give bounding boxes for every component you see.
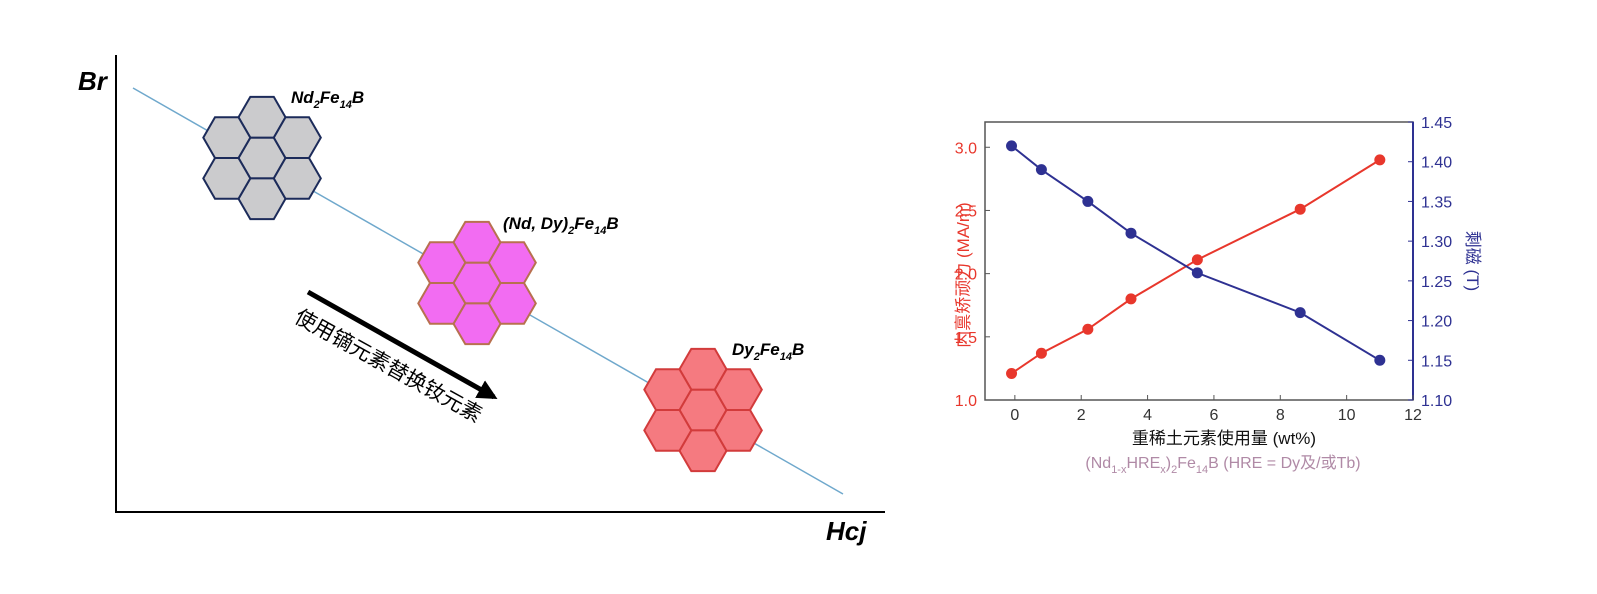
x-tick-label: 6 [1209,407,1218,424]
label-part: 14 [594,225,606,237]
series-line [1010,159,1381,375]
point [1294,307,1306,319]
point [1125,227,1137,239]
hexagon [417,282,467,325]
label-part: 2 [753,351,760,363]
label-part: 1-x [1111,464,1127,476]
label-part: Dy [732,340,755,359]
y-tick-label: 2.0 [955,267,977,284]
label-part: x [1160,464,1166,476]
label-part: 14 [780,351,792,363]
label-part: ) [1166,455,1171,472]
x-axis-label: 重稀土元素使用量 (wt%) [1132,428,1316,448]
label-part: (Nd [1085,455,1111,472]
point [1006,367,1018,379]
y-tick-label: 1.0 [955,393,977,410]
point [1374,354,1386,366]
hexagon [272,157,322,200]
series-line [1010,145,1381,362]
point [1006,140,1018,152]
phase-label: Nd2Fe14B [291,88,364,111]
phase-label: (Nd, Dy)2Fe14B [503,214,619,237]
y2-tick-label: 1.15 [1421,353,1452,370]
x-tick-label: 4 [1143,407,1152,424]
y2-tick-label: 1.40 [1421,155,1452,172]
y2-axis-label: 剩磁 (T) [1463,231,1482,291]
label-part: Nd [291,88,314,107]
y2-tick-label: 1.25 [1421,274,1452,291]
hexagon [272,116,322,159]
point [1374,154,1386,166]
y2-tick-label: 1.45 [1421,115,1452,132]
label-part: Fe [760,340,780,359]
hexagon [643,409,693,452]
axis-label: Hcj [826,516,867,546]
hexagon [487,282,537,325]
y2-tick-label: 1.35 [1421,194,1452,211]
axis-label: Br [78,66,109,96]
hexagon [487,241,537,284]
point [1035,164,1047,176]
label-part: 2 [567,225,574,237]
label-part: Fe [574,214,594,233]
y-axis-label: 内禀矫顽力 (MA/m) [953,202,973,347]
y-tick-label: 1.5 [955,330,977,347]
x-tick-label: 8 [1276,407,1285,424]
point [1191,254,1203,266]
label-part: B [606,214,618,233]
x-tick-label: 2 [1077,407,1086,424]
point [1125,293,1137,305]
label-part: HRE [1126,455,1160,472]
x-tick-label: 10 [1338,407,1356,424]
point [1082,195,1094,207]
label-part: (Nd, Dy) [503,214,569,233]
x-tick-label: 0 [1010,407,1019,424]
point [1082,323,1094,335]
point [1294,203,1306,215]
y2-tick-label: 1.10 [1421,393,1452,410]
label-part: B [352,88,364,107]
y2-tick-label: 1.20 [1421,314,1452,331]
label-part: Fe [320,88,340,107]
note: (Nd1-xHREx)2Fe14B (HRE = Dy及/或Tb) [1085,454,1360,476]
label-part: B [792,340,804,359]
hexagon [202,157,252,200]
hexagon [713,368,763,411]
hexagon [713,409,763,452]
x-tick-label: 12 [1404,407,1422,424]
point [1035,347,1047,359]
y-tick-label: 3.0 [955,140,977,157]
point [1191,267,1203,279]
y-tick-label: 2.5 [955,203,977,220]
label-part: 14 [1196,464,1208,476]
y2-tick-label: 1.30 [1421,234,1452,251]
label-part: 2 [1171,464,1177,476]
phase-label: Dy2Fe14B [732,340,804,363]
label-part: Fe [1177,455,1196,472]
arrow [306,289,498,400]
label-part: B (HRE = Dy及/或Tb) [1208,454,1360,472]
label-part: 14 [340,99,352,111]
label-part: 2 [313,99,320,111]
